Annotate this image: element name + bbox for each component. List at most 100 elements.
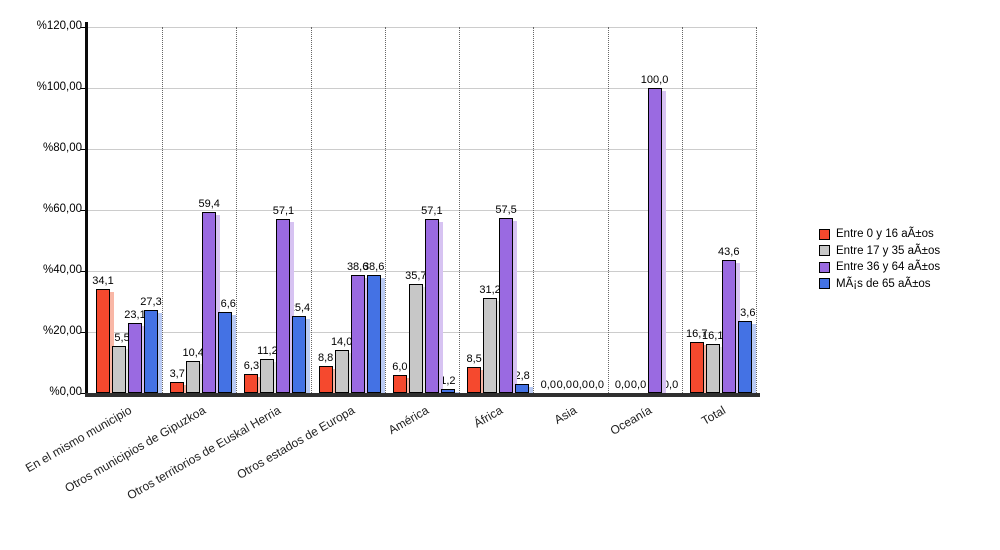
- bar: [424, 218, 439, 393]
- legend-item: Entre 0 y 16 aÃ±os: [819, 226, 940, 243]
- vertical-gridline: [162, 27, 164, 393]
- legend-label: Entre 0 y 16 aÃ±os: [836, 228, 934, 241]
- bar-value-label: 0,0: [572, 379, 588, 391]
- bar: [467, 367, 482, 393]
- bar-value-label: 57,5: [495, 203, 517, 216]
- legend: Entre 0 y 16 aÃ±os Entre 17 y 35 aÃ±os Ent…: [819, 226, 940, 292]
- bar-value-label: 57,1: [272, 204, 295, 217]
- bar-value-label: 2,8: [514, 370, 530, 383]
- bar: [276, 218, 291, 393]
- bar-value-label: 26,6: [214, 297, 236, 310]
- bar-value-label: 38,6: [362, 261, 385, 274]
- bar: [170, 381, 185, 393]
- bar: [128, 322, 142, 393]
- y-axis-tick-mark: [81, 393, 85, 394]
- bar-value-label: 8,5: [466, 353, 482, 366]
- bar-value-label: 3,7: [169, 367, 185, 380]
- vertical-gridline: [236, 27, 238, 393]
- bar-value-label: 0,0: [662, 379, 679, 391]
- bar-value-label: 0,0: [614, 379, 631, 391]
- y-axis-tick-label: %120,00: [36, 20, 82, 32]
- bar-value-label: 0,0: [630, 379, 647, 391]
- bar-value-label: 38,6: [346, 261, 369, 274]
- bar: [318, 366, 333, 393]
- bar-value-label: 25,4: [288, 301, 311, 314]
- bar-value-label: 10,4: [182, 347, 204, 360]
- legend-swatch-icon: [819, 261, 830, 273]
- bar-value-label: 59,4: [198, 197, 220, 210]
- vertical-gridline: [533, 27, 535, 393]
- bar: [721, 260, 736, 393]
- horizontal-gridline: [88, 149, 756, 150]
- bar: [689, 342, 704, 393]
- bar-value-label: 31,2: [479, 283, 501, 296]
- y-axis-tick-label: %60,00: [42, 203, 82, 215]
- vertical-gridline: [681, 27, 683, 393]
- bar-value-label: 35,7: [405, 270, 427, 283]
- legend-item: Entre 36 y 64 aÃ±os: [819, 259, 940, 276]
- y-axis-tick-label: %80,00: [42, 142, 82, 154]
- bar: [647, 88, 662, 393]
- bar-value-label: 43,6: [718, 246, 740, 259]
- legend-label: Entre 36 y 64 aÃ±os: [836, 261, 941, 274]
- bar: [392, 374, 407, 393]
- bar: [202, 211, 217, 393]
- bar: [244, 373, 259, 393]
- y-axis-tick-mark: [81, 88, 85, 89]
- legend-label: Entre 17 y 35 aÃ±os: [836, 244, 941, 257]
- vertical-gridline: [607, 27, 609, 393]
- y-axis-tick-mark: [81, 149, 85, 150]
- bar: [366, 275, 381, 393]
- legend-swatch-icon: [819, 228, 830, 240]
- x-axis-line: [85, 393, 760, 397]
- bar: [112, 345, 126, 393]
- vertical-gridline: [384, 27, 386, 393]
- bar-value-label: 11,2: [257, 344, 278, 357]
- bar: [440, 389, 455, 393]
- bar-value-label: 0,0: [540, 379, 556, 391]
- legend-swatch-icon: [819, 278, 830, 290]
- bar-value-label: 8,8: [318, 352, 334, 365]
- horizontal-gridline: [88, 88, 756, 89]
- bar-value-label: 14,0: [330, 336, 353, 349]
- bar-value-label: 1,2: [440, 375, 456, 388]
- legend-label: MÃ¡s de 65 aÃ±os: [836, 277, 931, 290]
- bar: [186, 361, 201, 393]
- vertical-gridline: [756, 27, 757, 393]
- bar-value-label: 23,6: [734, 307, 756, 320]
- y-axis-tick-label: %0,00: [49, 386, 82, 398]
- bar-value-label: 15,5: [108, 331, 130, 344]
- bar-value-label: 27,3: [140, 295, 162, 308]
- bar: [737, 321, 752, 393]
- vertical-gridline: [459, 27, 461, 393]
- bar-value-label: 100,0: [640, 74, 669, 86]
- bar-value-label: 6,0: [392, 360, 408, 373]
- legend-swatch-icon: [819, 245, 830, 257]
- y-axis-tick-mark: [81, 27, 85, 28]
- legend-item: MÃ¡s de 65 aÃ±os: [819, 276, 940, 293]
- bar-value-label: 23,1: [124, 308, 146, 321]
- bar-value-label: 34,1: [92, 274, 114, 287]
- horizontal-gridline: [88, 210, 756, 211]
- bar: [218, 311, 233, 393]
- bar: [96, 288, 110, 393]
- bar: [350, 275, 365, 393]
- bar-value-label: 0,0: [556, 379, 572, 391]
- bar-value-label: 16,7: [686, 328, 708, 341]
- y-axis-tick-label: %40,00: [42, 264, 82, 276]
- bar: [334, 350, 349, 393]
- horizontal-gridline: [88, 27, 756, 28]
- bar: [705, 343, 720, 393]
- bar: [499, 217, 514, 393]
- legend-item: Entre 17 y 35 aÃ±os: [819, 243, 940, 260]
- bar-value-label: 0,0: [588, 379, 604, 391]
- y-axis-tick-label: %20,00: [42, 325, 82, 337]
- y-axis-tick-mark: [81, 271, 85, 272]
- bar: [408, 284, 423, 393]
- horizontal-gridline: [88, 271, 756, 272]
- y-axis-tick-label: %100,00: [36, 81, 82, 93]
- vertical-gridline: [310, 27, 312, 393]
- bar-value-label: 6,3: [243, 359, 260, 372]
